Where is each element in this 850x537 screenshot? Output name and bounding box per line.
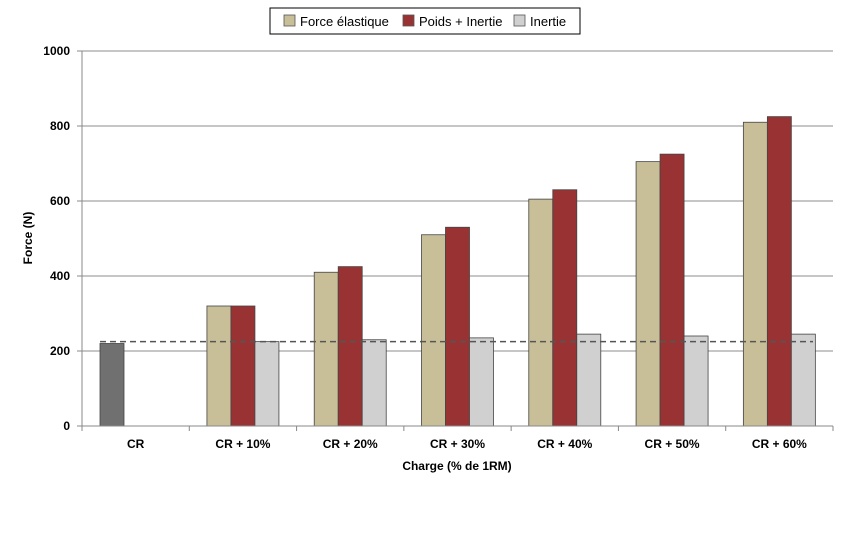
x-tick-labels: CR CR + 10% CR + 20% CR + 30% CR + 40% CR + 5… [81, 426, 834, 451]
bar-cr-10-inertie [254, 341, 280, 427]
bar-cr-10-force-elastique [206, 305, 232, 427]
x-tick-label-cr: CR [127, 437, 145, 451]
bar-cr-20-inertie [361, 339, 387, 427]
y-tick-label-800: 800 [50, 119, 70, 133]
bar-cr-40-inertie [576, 333, 602, 427]
legend-label-inertie: Inertie [530, 14, 566, 29]
y-axis-title: Force (N) [21, 212, 35, 265]
x-tick-label-cr-60: CR + 60% [752, 437, 807, 451]
y-tick-label-1000: 1000 [43, 44, 70, 58]
legend-swatch-force-elastique [283, 14, 296, 27]
bar-cr-50-poids-inertie [659, 153, 685, 427]
bar-cr-30-poids-inertie [445, 226, 470, 427]
x-tick-label-cr-20: CR + 20% [323, 437, 378, 451]
y-tick-label-600: 600 [50, 194, 70, 208]
bar-cr-40-force-elastique [528, 198, 554, 427]
bar-cr-20-force-elastique [313, 271, 339, 427]
legend-swatch-poids-inertie [402, 14, 415, 27]
x-axis-title: Charge (% de 1RM) [402, 459, 511, 473]
bar-cr-50-inertie [683, 335, 709, 427]
y-tick-label-400: 400 [50, 269, 70, 283]
bar-cr-baseline [99, 343, 125, 427]
legend-swatch-inertie [513, 14, 526, 27]
bar-cr-30-inertie [469, 337, 494, 427]
bars [99, 116, 816, 427]
bar-cr-20-poids-inertie [337, 266, 363, 427]
y-tick-labels: 0 200 400 600 800 1000 [43, 44, 82, 433]
bar-cr-50-force-elastique [635, 161, 661, 427]
bar-cr-10-poids-inertie [230, 305, 256, 427]
bar-cr-30-force-elastique [421, 234, 446, 427]
legend-label-force-elastique: Force élastique [300, 14, 389, 29]
bar-cr-40-poids-inertie [552, 189, 578, 427]
bar-cr-60-poids-inertie [766, 116, 792, 427]
legend: Force élastique Poids + Inertie Inertie [269, 7, 581, 35]
x-tick-label-cr-30: CR + 30% [430, 437, 485, 451]
x-tick-label-cr-50: CR + 50% [645, 437, 700, 451]
bar-cr-60-inertie [790, 333, 816, 427]
axes [81, 51, 833, 427]
y-tick-label-0: 0 [63, 419, 70, 433]
bar-cr-60-force-elastique [742, 121, 768, 427]
legend-box [269, 7, 581, 35]
x-tick-label-cr-40: CR + 40% [537, 437, 592, 451]
y-tick-label-200: 200 [50, 344, 70, 358]
x-tick-label-cr-10: CR + 10% [215, 437, 270, 451]
legend-label-poids-inertie: Poids + Inertie [419, 14, 502, 29]
